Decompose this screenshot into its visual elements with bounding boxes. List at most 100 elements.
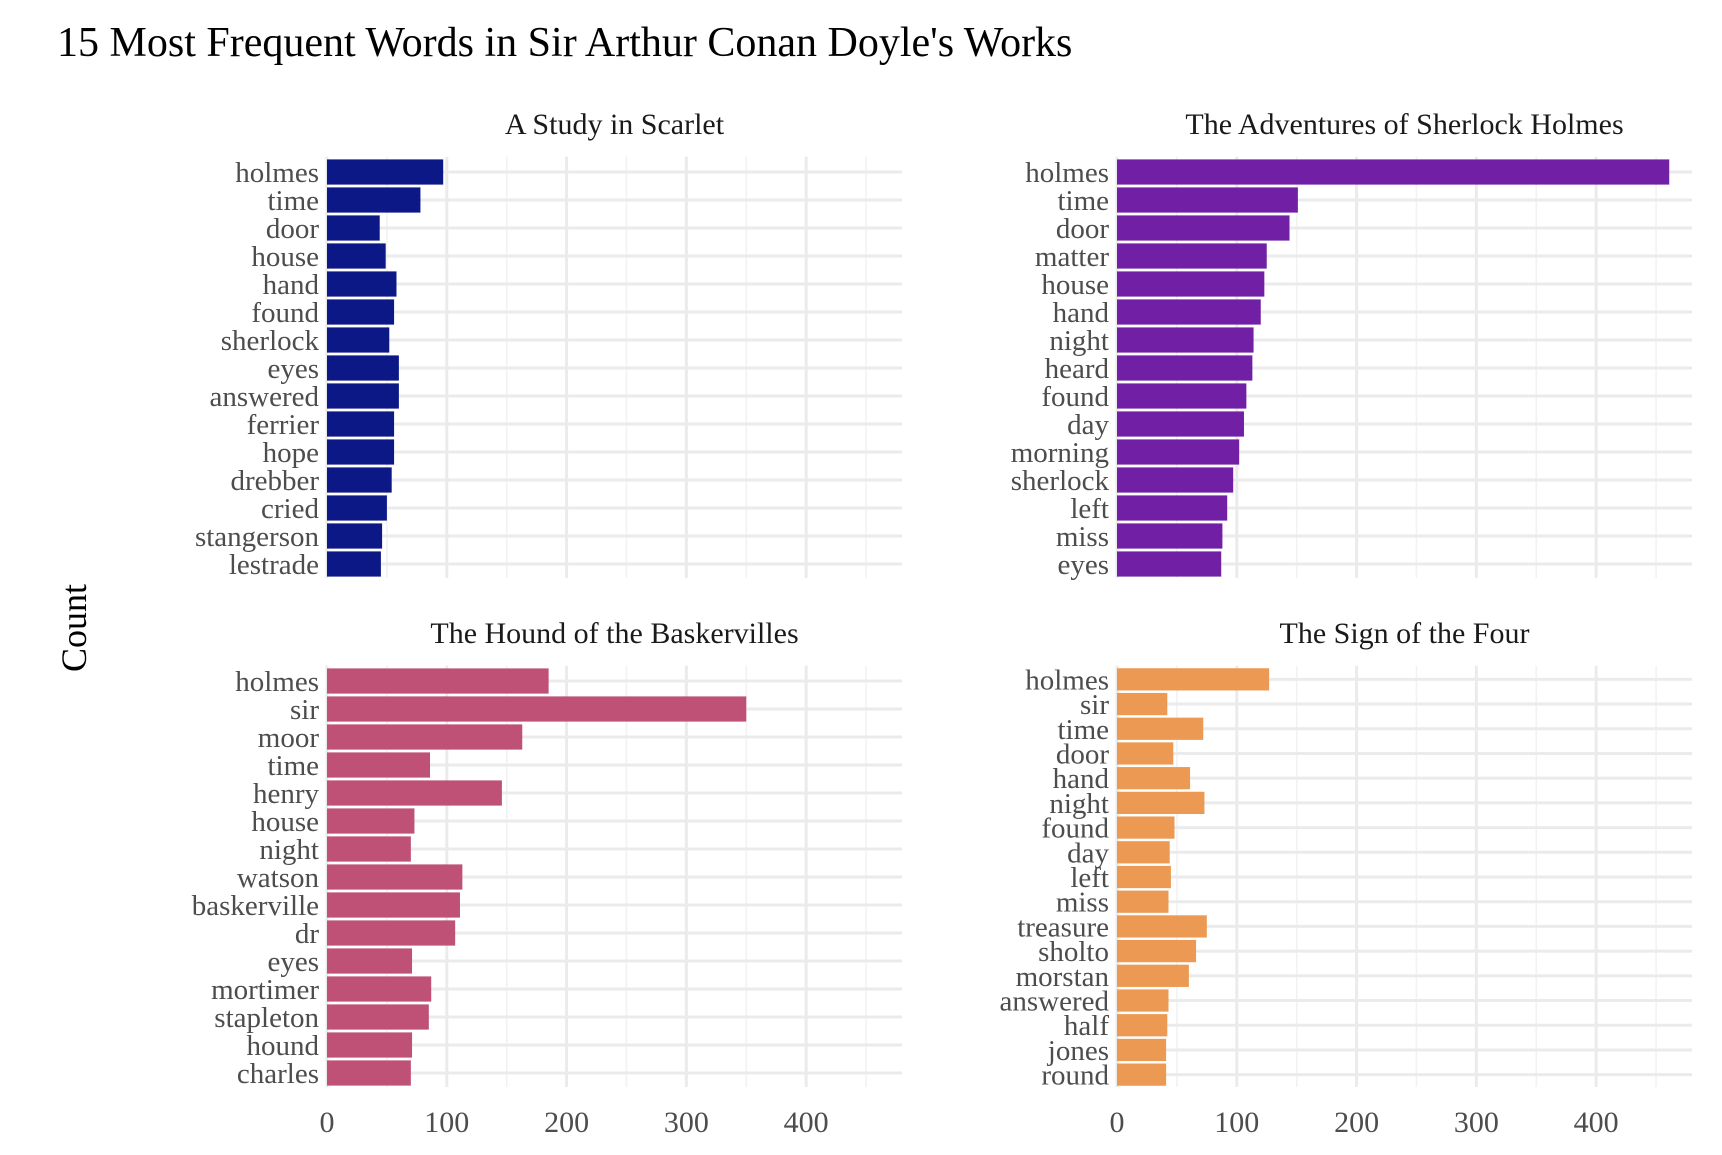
x-tick-label: 100: [424, 1106, 469, 1139]
category-label: sir: [1080, 689, 1109, 721]
bar: [1117, 187, 1298, 213]
bar: [327, 920, 456, 946]
bar: [327, 752, 431, 778]
category-label: moor: [258, 722, 320, 754]
y-axis-title: Count: [54, 584, 94, 672]
bar: [327, 383, 399, 409]
bar: [1117, 1014, 1168, 1037]
category-label: stapleton: [214, 1002, 319, 1034]
panel-title: The Adventures of Sherlock Holmes: [1185, 108, 1623, 141]
category-label: door: [1056, 738, 1110, 770]
category-label: time: [267, 185, 319, 217]
category-label: hand: [1053, 297, 1110, 329]
category-label: house: [251, 241, 319, 273]
x-tick-label: 100: [1214, 1106, 1259, 1139]
x-tick-label: 0: [320, 1106, 335, 1139]
panel-title: The Hound of the Baskervilles: [430, 617, 798, 650]
bar: [327, 696, 747, 722]
category-label: found: [1041, 381, 1109, 413]
category-label: night: [259, 834, 319, 866]
bar: [1117, 467, 1234, 493]
bar: [327, 1004, 429, 1030]
facet-panels: A Study in Scarletholmestimedoorhousehan…: [192, 108, 1692, 1139]
category-label: house: [251, 806, 319, 838]
category-label: left: [1070, 862, 1109, 894]
bar: [327, 327, 390, 353]
bar: [1117, 439, 1240, 465]
x-tick-label: 0: [1110, 1106, 1125, 1139]
bar: [327, 1032, 413, 1058]
bar: [1117, 791, 1205, 814]
category-label: drebber: [230, 465, 319, 497]
bar: [327, 159, 444, 185]
category-label: henry: [253, 778, 320, 810]
panel-title: A Study in Scarlet: [505, 108, 725, 141]
bar: [1117, 767, 1191, 790]
bar: [327, 271, 397, 297]
category-label: lestrade: [229, 549, 319, 581]
bar: [1117, 841, 1170, 864]
category-label: door: [266, 213, 320, 245]
bar: [1117, 159, 1670, 185]
category-label: hand: [263, 269, 320, 301]
category-label: morstan: [1016, 961, 1110, 993]
bar: [1117, 327, 1254, 353]
bar: [1117, 964, 1189, 987]
category-label: eyes: [267, 353, 319, 385]
category-label: sherlock: [221, 325, 320, 357]
facet-panel: The Adventures of Sherlock Holmes holmest…: [1011, 108, 1692, 581]
category-label: eyes: [267, 946, 319, 978]
facet-panel: The Hound of the Baskervillesholmessirmo…: [192, 617, 902, 1139]
category-label: house: [1041, 269, 1109, 301]
category-label: mortimer: [211, 974, 319, 1006]
category-label: matter: [1035, 241, 1109, 273]
category-label: ferrier: [247, 409, 320, 441]
bar: [327, 808, 415, 834]
bar: [1117, 717, 1204, 740]
bar: [327, 243, 386, 269]
bar: [1117, 816, 1175, 839]
category-label: dr: [295, 918, 320, 950]
bar: [327, 411, 395, 437]
bar: [327, 187, 421, 213]
category-label: charles: [237, 1058, 319, 1090]
category-label: baskerville: [192, 890, 319, 922]
bar: [1117, 915, 1207, 938]
category-label: found: [251, 297, 319, 329]
bar: [327, 724, 523, 750]
bar: [1117, 742, 1174, 765]
bar: [1117, 551, 1222, 577]
x-tick-label: 300: [1454, 1106, 1499, 1139]
category-label: sholto: [1038, 936, 1109, 968]
category-label: left: [1070, 493, 1109, 525]
category-label: found: [1041, 813, 1109, 845]
facet-panel: The Sign of the Four holmessirtimedoorhan…: [999, 617, 1692, 1139]
category-label: door: [1056, 213, 1110, 245]
category-label: time: [1057, 185, 1109, 217]
category-label: jones: [1047, 1035, 1109, 1067]
bar: [327, 495, 387, 521]
category-label: heard: [1045, 353, 1110, 385]
bar: [327, 780, 502, 806]
category-label: answered: [999, 986, 1109, 1018]
category-label: holmes: [235, 666, 319, 698]
category-label: time: [1057, 714, 1109, 746]
bar: [1117, 989, 1169, 1012]
category-label: miss: [1056, 521, 1109, 553]
category-label: hound: [247, 1030, 320, 1062]
category-label: hope: [263, 437, 319, 469]
category-label: cried: [261, 493, 319, 525]
category-label: hand: [1053, 763, 1110, 795]
category-label: night: [1049, 788, 1109, 820]
category-label: sherlock: [1011, 465, 1110, 497]
bar: [327, 864, 463, 890]
category-label: stangerson: [195, 521, 320, 553]
category-label: time: [267, 750, 319, 782]
bar: [1117, 1063, 1167, 1086]
bar: [327, 976, 432, 1002]
x-tick-label: 300: [664, 1106, 709, 1139]
facet-panel: A Study in Scarlet holmestimedoorhousehan…: [195, 108, 902, 581]
x-tick-label: 200: [1334, 1106, 1379, 1139]
bar: [327, 836, 411, 862]
